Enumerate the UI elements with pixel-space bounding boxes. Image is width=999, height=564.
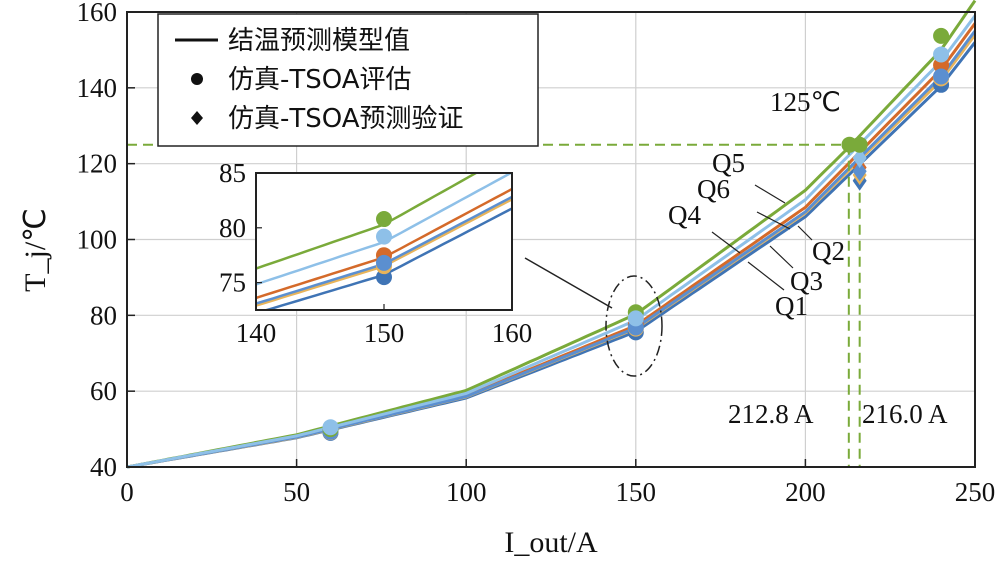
eval-point-q4 [933, 68, 950, 85]
inset-chart: 140 150 160 75 80 85 [219, 158, 532, 348]
inset-point-q6 [376, 228, 392, 245]
current-label-2: 216.0 A [862, 399, 948, 429]
inset-y-tick-label: 75 [219, 268, 246, 298]
series-label-q6: Q6 [697, 174, 730, 204]
y-tick-label: 40 [90, 452, 117, 482]
eval-point-q6 [933, 46, 950, 63]
x-tick-label: 150 [616, 477, 657, 507]
axis-ticks: 0 50 100 150 200 250 40 60 80 100 120 140 160 [77, 0, 996, 507]
legend-label-eval: 仿真-TSOA评估 [228, 65, 412, 95]
current-label-1: 212.8 A [728, 399, 814, 429]
series-label-q5: Q5 [712, 148, 745, 178]
eval-point-q5 [933, 27, 950, 44]
x-axis-label: I_out/A [504, 526, 598, 559]
legend: 结温预测模型值 仿真-TSOA评估 仿真-TSOA预测验证 [157, 13, 539, 147]
x-tick-label: 200 [785, 477, 826, 507]
q2-leader [797, 225, 813, 241]
inset-y-tick-label: 80 [219, 213, 246, 243]
x-tick-label: 250 [955, 477, 996, 507]
x-tick-label: 100 [446, 477, 487, 507]
series-label-q3: Q3 [790, 266, 823, 296]
eval-point-q6 [627, 310, 644, 327]
inset-x-tick-label: 150 [364, 318, 405, 348]
inset-callout [524, 257, 663, 377]
reference-lines [127, 143, 861, 467]
zoom-ellipse [605, 275, 663, 377]
eval-point-q6 [322, 419, 339, 436]
temp-threshold-label: 125℃ [770, 87, 841, 117]
series-label-q1: Q1 [775, 291, 808, 321]
inset-point-q5 [376, 211, 392, 228]
q1-leader [747, 261, 785, 291]
data-points [322, 27, 950, 441]
y-tick-label: 160 [77, 0, 118, 27]
inset-points [376, 211, 392, 286]
q4-leader [711, 231, 741, 254]
legend-label-model: 结温预测模型值 [228, 26, 410, 56]
series-labels: Q5 Q6 Q2 Q4 Q3 Q1 [668, 148, 845, 321]
verify-point-q5-216 [851, 136, 868, 153]
q3-leader [769, 245, 794, 269]
y-tick-label: 140 [77, 73, 118, 103]
callout-line [524, 257, 613, 309]
verify-point-q4 [852, 161, 867, 182]
legend-diamond-marker [191, 111, 203, 125]
x-tick-label: 0 [120, 477, 134, 507]
y-tick-label: 60 [90, 376, 117, 406]
q6-leader [756, 211, 791, 230]
legend-label-verify: 仿真-TSOA预测验证 [228, 104, 464, 134]
inset-point-q4 [376, 254, 392, 271]
x-tick-label: 50 [283, 477, 310, 507]
series-line-q6 [126, 14, 977, 469]
series-lines [126, 0, 977, 469]
inset-x-tick-label: 160 [492, 318, 533, 348]
legend-box [157, 13, 539, 147]
y-axis-label: T_j/℃ [19, 208, 52, 292]
series-label-q4: Q4 [668, 200, 701, 230]
verify-point-q6 [852, 147, 867, 168]
inset-y-tick-label: 85 [219, 158, 246, 188]
series-label-q2: Q2 [812, 236, 845, 266]
inset-point-q1 [376, 269, 392, 286]
q5-leader [754, 184, 786, 204]
inset-ticks: 140 150 160 75 80 85 [219, 158, 532, 348]
inset-x-tick-label: 140 [236, 318, 277, 348]
y-tick-label: 100 [77, 225, 118, 255]
y-tick-label: 80 [90, 300, 117, 330]
y-tick-label: 120 [77, 149, 118, 179]
legend-circle-marker [191, 73, 203, 85]
